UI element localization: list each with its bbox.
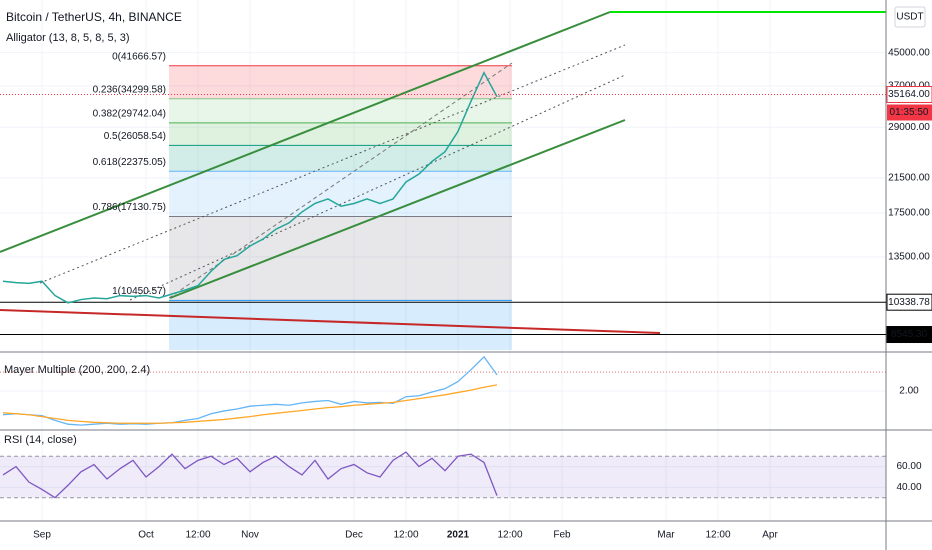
- last-price-badge: [886, 86, 932, 104]
- fib-zone: [169, 65, 512, 99]
- x-tick-label: Dec: [345, 530, 363, 541]
- y-tick-label: 45000.00: [888, 47, 930, 58]
- fib-zone: [169, 145, 512, 172]
- level-label: 8545.30: [891, 329, 928, 340]
- drawing-line: [0, 309, 661, 334]
- x-tick-label: 12:00: [393, 530, 418, 541]
- series-line: [2, 70, 498, 304]
- fib-zone: [169, 216, 512, 301]
- y-tick-label: 13500.00: [888, 252, 930, 263]
- fib-label: 1(10450.57): [112, 286, 166, 297]
- level-label: 10338.78: [888, 297, 930, 308]
- y-tick-label: 29000.00: [888, 122, 930, 133]
- fib-label: 0.618(22375.05): [93, 157, 166, 168]
- x-tick-label: Sep: [33, 530, 51, 541]
- y-tick-label: 60.00: [896, 461, 921, 472]
- y-tick-label: 40.00: [896, 482, 921, 493]
- fib-zone: [169, 122, 512, 146]
- level-badge: [886, 326, 932, 344]
- drawing-line: [39, 44, 626, 284]
- fib-label: 0(41666.57): [112, 51, 166, 62]
- plot: [0, 0, 886, 521]
- fib-label: 0.5(26058.54): [104, 131, 166, 142]
- y-tick-label: 21500.00: [888, 173, 930, 184]
- rsi-band: [0, 456, 886, 498]
- drawing-line: [129, 74, 626, 301]
- fib-zone: [169, 98, 512, 123]
- fib-label: 0.236(34299.58): [93, 84, 166, 95]
- x-tick-label: 12:00: [497, 530, 522, 541]
- series-line: [2, 355, 498, 426]
- x-tick-label: Oct: [138, 530, 154, 541]
- indicator-title: Alligator (13, 8, 5, 8, 5, 3): [6, 32, 130, 44]
- last-price-label: 35164.00: [888, 89, 930, 100]
- fib-zone: [169, 171, 512, 217]
- x-tick-label: Nov: [241, 530, 259, 541]
- x-tick-label: Feb: [553, 530, 571, 541]
- x-tick-label: 12:00: [705, 530, 730, 541]
- x-tick-label: Apr: [762, 530, 778, 541]
- series-line: [2, 384, 498, 424]
- series-line: [2, 451, 498, 499]
- rsi-title: RSI (14, close): [4, 434, 77, 446]
- drawing-line: [169, 119, 626, 299]
- countdown: 01:35:50: [890, 107, 929, 118]
- drawing-line: [168, 62, 513, 299]
- symbol-title: Bitcoin / TetherUS, 4h, BINANCE: [6, 10, 182, 24]
- drawing-line: [0, 11, 611, 253]
- y-tick-label: 17500.00: [888, 208, 930, 219]
- fib-label: 0.382(29742.04): [93, 109, 166, 120]
- mayer-title: Mayer Multiple (200, 200, 2.4): [4, 364, 150, 376]
- currency[interactable]: USDT: [896, 12, 923, 23]
- x-tick-label: 2021: [447, 530, 470, 541]
- x-tick-label: Mar: [657, 530, 675, 541]
- currency-button[interactable]: [894, 6, 926, 28]
- level-badge: [886, 293, 932, 311]
- x-tick-label: 12:00: [185, 530, 210, 541]
- y-tick-label: 2.00: [899, 386, 919, 397]
- fib-label: 0.786(17130.75): [93, 202, 166, 213]
- countdown-badge: [887, 104, 932, 121]
